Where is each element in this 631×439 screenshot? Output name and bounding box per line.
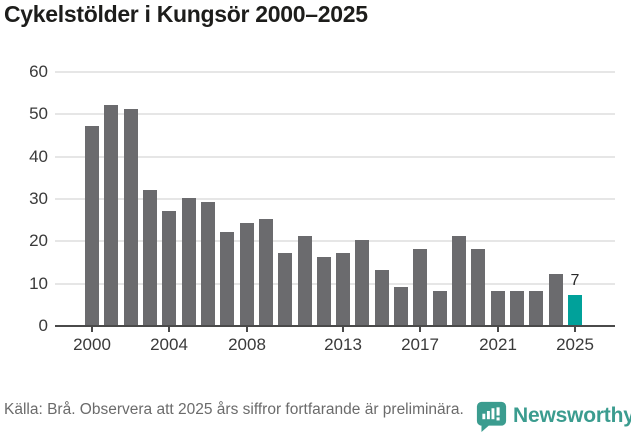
bar-2020 [471,249,485,325]
bar-2005 [182,198,196,325]
bar-2018 [433,291,447,325]
x-tick-label: 2021 [479,335,517,354]
x-tick [246,327,248,332]
x-tick-label: 2004 [150,335,188,354]
y-tick-label: 40 [29,147,48,166]
bar-2014 [355,240,369,325]
x-tick-label: 2017 [401,335,439,354]
bar-2019 [452,236,466,325]
bar-2007 [220,232,234,325]
bar-2006 [201,202,215,325]
bar-value-label: 7 [570,272,580,289]
source-note: Källa: Brå. Observera att 2025 års siffr… [4,401,464,418]
newsworthy-wordmark: Newsworthy [513,404,631,427]
x-tick-label: 2000 [73,335,111,354]
x-tick-label: 2013 [324,335,362,354]
bar-2022 [510,291,524,325]
bar-2008 [240,223,254,325]
bar-2017 [413,249,427,325]
bar-2004 [162,211,176,325]
x-tick [91,327,93,332]
newsworthy-speech-bubble-chart-icon [476,400,507,432]
bar-2009 [259,219,273,325]
gridline [55,71,615,73]
bar-2001 [104,105,118,325]
x-axis-line [55,325,615,327]
bar-2023 [529,291,543,325]
y-tick-label: 60 [29,62,48,81]
y-tick-label: 30 [29,189,48,208]
bar-2021 [491,291,505,325]
x-tick [574,327,576,332]
x-tick [342,327,344,332]
bar-2003 [143,190,157,325]
newsworthy-logo: Newsworthy [476,400,631,432]
y-tick-label: 20 [29,231,48,250]
x-tick [419,327,421,332]
bar-2000 [85,126,99,325]
bar-2015 [375,270,389,325]
gridline [55,198,615,200]
x-tick-label: 2025 [556,335,594,354]
bar-2010 [278,253,292,325]
y-tick-label: 0 [38,316,48,335]
gridline [55,156,615,158]
gridline [55,240,615,242]
bar-2012 [317,257,331,325]
bar-2025 [568,295,582,325]
gridline [55,113,615,115]
x-tick [497,327,499,332]
y-tick-label: 10 [29,274,48,293]
gridline [55,283,615,285]
x-tick-label: 2008 [228,335,266,354]
bar-2011 [298,236,312,325]
y-tick-label: 50 [29,104,48,123]
bar-2024 [549,274,563,325]
page-title: Cykelstölder i Kungsör 2000–2025 [4,1,368,27]
bar-2013 [336,253,350,325]
bar-2016 [394,287,408,325]
x-tick [168,327,170,332]
bar-2002 [124,109,138,325]
